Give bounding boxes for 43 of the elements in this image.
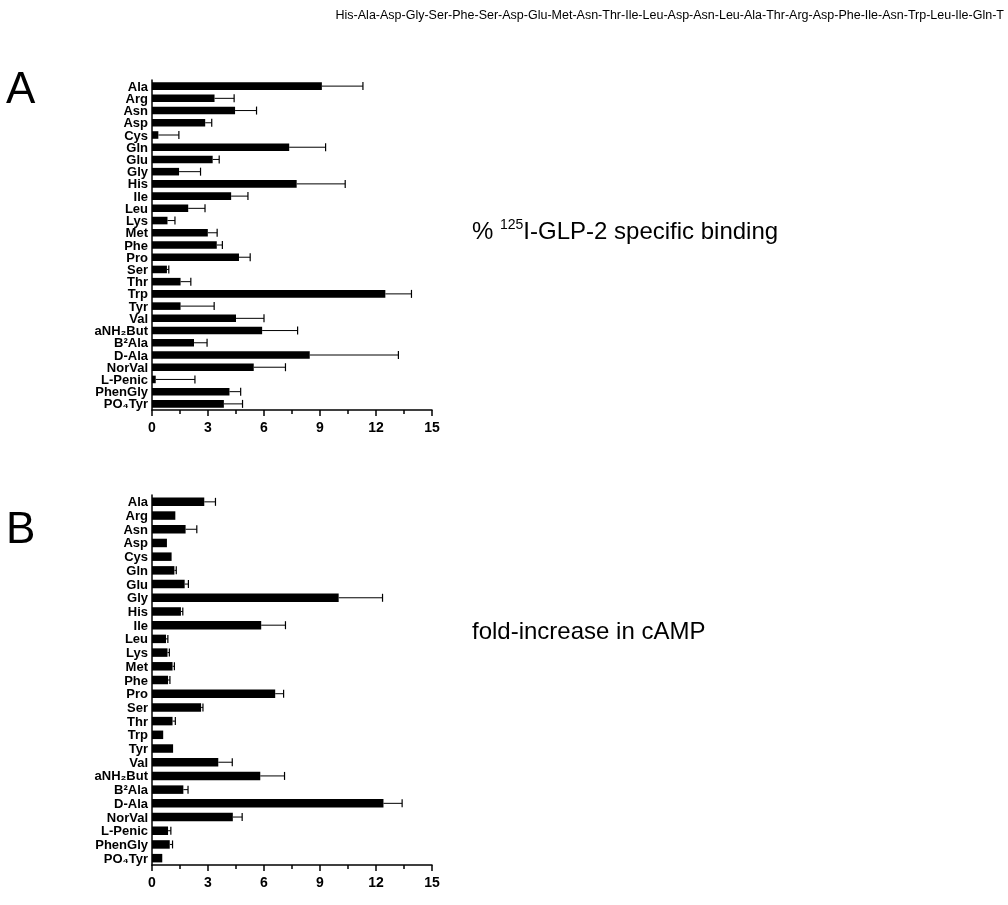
y-tick-label: Arg [125, 508, 149, 524]
y-tick-label: Phe [124, 672, 148, 688]
y-tick-label: aNH₂But [94, 768, 149, 784]
y-tick-label: Lys [126, 213, 148, 229]
x-tick-label: 15 [424, 419, 440, 435]
x-tick-label: 9 [316, 874, 325, 890]
x-tick-label: 3 [204, 419, 213, 435]
y-tick-label: Gly [127, 590, 149, 606]
y-tick-label: Ala [127, 78, 149, 94]
y-tick-label: Thr [127, 713, 148, 729]
y-tick-label: Asp [123, 115, 149, 131]
x-tick-label: 12 [368, 874, 384, 890]
x-tick-label: 0 [148, 419, 157, 435]
y-tick-label: Lys [126, 645, 148, 661]
y-tick-label: Leu [124, 631, 149, 647]
x-axis-title: fold-increase in cAMP [472, 616, 706, 644]
y-tick-label: Trp [127, 727, 149, 743]
y-tick-label: Pro [126, 686, 149, 702]
text: His-Ala-Asp-Gly-Ser-Phe-Ser-Asp-Glu-Met-Asn-Thr-Ile-Leu-Asp-Asn-Leu-Ala-Thr-Arg-Asp-Phe-Ile-Asn-Trp-Leu-Ile-Gln-T [334, 8, 1005, 22]
y-tick-label: Ser [127, 699, 148, 715]
x-tick-label: 12 [368, 419, 384, 435]
x-tick-label: 9 [316, 419, 325, 435]
y-tick-label: D-Ala [114, 795, 149, 811]
x-tick-label: 6 [260, 419, 269, 435]
x-tick-label: 0 [148, 874, 157, 890]
y-tick-label: Cys [124, 549, 148, 565]
y-tick-label: Tyr [128, 741, 148, 757]
y-tick-label: Gly [127, 164, 149, 180]
y-tick-label: L-Penic [101, 823, 148, 839]
text: A [6, 62, 36, 112]
y-tick-label: Ile [133, 617, 148, 633]
x-tick-label: 6 [260, 874, 269, 890]
y-tick-label: Glu [126, 151, 149, 167]
y-tick-label: PhenGly [95, 384, 149, 400]
y-tick-label: PhenGly [95, 836, 149, 852]
x-tick-label: 3 [204, 874, 213, 890]
text: B [6, 502, 36, 552]
y-tick-label: Ala [127, 494, 149, 510]
x-tick-label: 15 [424, 874, 440, 890]
y-tick-label: NorVal [106, 809, 148, 825]
y-tick-label: B²Ala [114, 782, 149, 798]
y-tick-label: Glu [126, 576, 149, 592]
y-tick-label: Asp [123, 535, 149, 551]
